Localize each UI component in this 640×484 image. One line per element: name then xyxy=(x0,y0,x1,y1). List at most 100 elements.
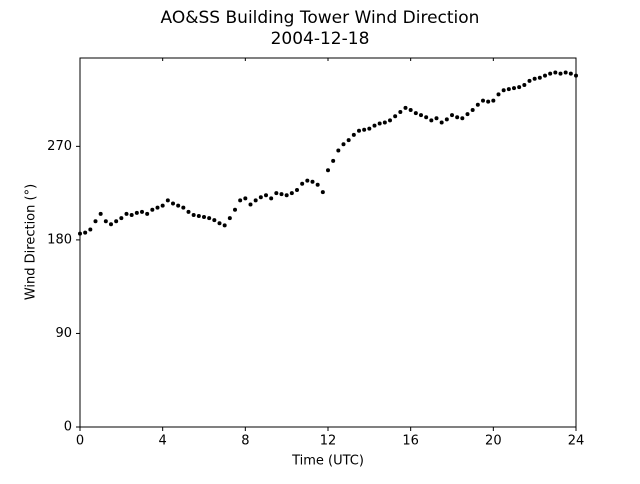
data-point xyxy=(470,107,475,112)
data-point xyxy=(377,121,382,126)
data-point xyxy=(506,87,511,92)
data-point xyxy=(543,73,547,78)
data-point xyxy=(212,218,217,223)
data-point xyxy=(486,99,491,104)
data-point xyxy=(413,111,418,116)
data-point xyxy=(398,110,403,115)
data-point xyxy=(238,198,243,203)
y-axis-label: Wind Direction (°) xyxy=(24,184,39,300)
data-point xyxy=(310,179,315,184)
data-point xyxy=(217,221,222,226)
data-point xyxy=(357,128,361,133)
data-point xyxy=(336,148,341,153)
x-tick-label: 24 xyxy=(568,434,585,449)
data-point xyxy=(114,219,119,224)
data-point xyxy=(362,127,367,132)
chart-title: AO&SS Building Tower Wind Direction xyxy=(161,8,480,28)
data-point xyxy=(548,71,553,76)
y-tick-label: 90 xyxy=(55,326,72,341)
data-point xyxy=(103,219,108,224)
data-point xyxy=(455,115,460,120)
data-point xyxy=(527,78,532,83)
data-point xyxy=(331,158,336,163)
data-point xyxy=(388,118,392,123)
data-point xyxy=(532,76,537,81)
data-point xyxy=(202,215,206,220)
data-point xyxy=(444,117,449,122)
data-point xyxy=(171,201,175,206)
data-point xyxy=(119,216,124,221)
chart-subtitle: 2004-12-18 xyxy=(271,29,370,49)
data-point xyxy=(465,112,470,117)
x-tick-label: 8 xyxy=(241,434,249,449)
data-point xyxy=(289,191,294,196)
data-point xyxy=(258,195,263,200)
data-point xyxy=(93,219,98,224)
x-tick-label: 4 xyxy=(159,434,167,449)
x-axis-label: Time (UTC) xyxy=(291,454,364,469)
data-point xyxy=(326,168,330,173)
data-point xyxy=(558,71,563,76)
data-point xyxy=(274,191,279,196)
data-point xyxy=(367,126,372,131)
data-point xyxy=(150,207,155,212)
data-point xyxy=(78,231,82,236)
data-point xyxy=(382,120,387,125)
data-point xyxy=(450,113,454,118)
data-point xyxy=(98,211,103,216)
data-point xyxy=(553,70,558,75)
data-point xyxy=(145,211,150,216)
data-point xyxy=(129,212,134,217)
data-point xyxy=(315,182,320,187)
x-tick-label: 20 xyxy=(485,434,502,449)
data-point xyxy=(295,188,299,193)
data-point xyxy=(300,181,305,186)
data-point xyxy=(181,205,186,210)
data-point xyxy=(522,83,527,88)
data-point xyxy=(481,98,485,103)
data-point xyxy=(501,88,506,93)
data-point xyxy=(176,203,181,208)
data-point xyxy=(419,113,423,118)
y-tick-label: 180 xyxy=(47,232,72,247)
data-point xyxy=(222,223,227,228)
data-point xyxy=(517,85,522,90)
data-point xyxy=(475,102,480,107)
data-point xyxy=(233,207,237,212)
data-point xyxy=(496,92,501,97)
data-point xyxy=(574,73,578,78)
data-point xyxy=(279,192,284,197)
data-point xyxy=(372,123,377,128)
data-point xyxy=(165,198,170,203)
x-tick-label: 0 xyxy=(76,434,84,449)
data-point xyxy=(568,71,573,76)
x-tick-label: 16 xyxy=(402,434,419,449)
data-point xyxy=(305,178,310,183)
data-point xyxy=(563,70,568,75)
data-point xyxy=(191,212,196,217)
plot-frame xyxy=(79,57,577,428)
data-point xyxy=(243,196,248,201)
data-point xyxy=(393,114,398,119)
data-point xyxy=(264,193,268,198)
data-point xyxy=(269,196,274,201)
data-point xyxy=(207,216,212,221)
data-point xyxy=(253,198,258,203)
data-point xyxy=(491,98,496,103)
data-point xyxy=(320,190,325,195)
data-point xyxy=(124,211,129,216)
data-point xyxy=(196,213,201,218)
data-point xyxy=(424,115,429,120)
data-point xyxy=(109,222,113,227)
data-point xyxy=(134,210,139,215)
y-tick-label: 270 xyxy=(47,139,72,154)
data-point xyxy=(408,107,413,112)
data-point xyxy=(346,138,351,143)
data-point xyxy=(140,209,144,214)
data-point xyxy=(537,75,542,80)
data-point xyxy=(227,216,232,221)
data-point xyxy=(83,230,88,235)
data-point xyxy=(186,209,191,214)
data-point xyxy=(512,86,516,91)
data-point xyxy=(284,193,289,198)
